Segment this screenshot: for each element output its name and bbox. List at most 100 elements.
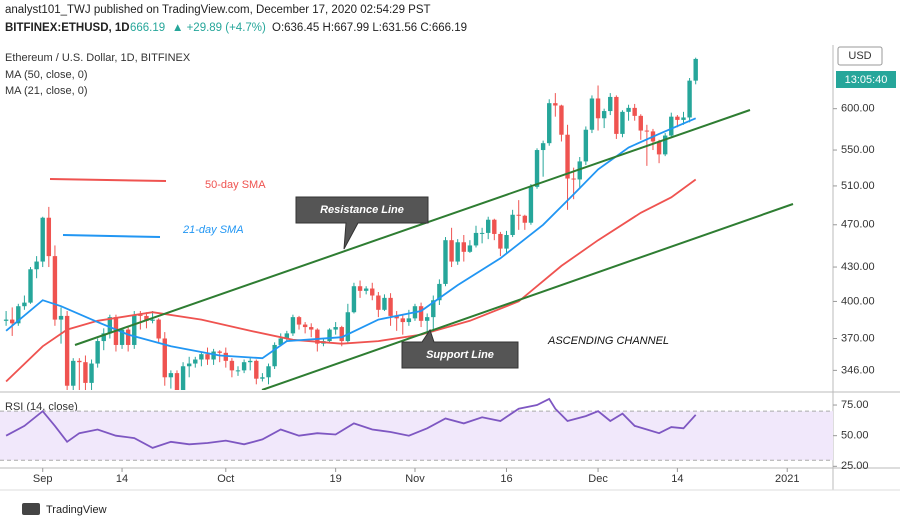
candle-body <box>95 341 100 364</box>
candle-body <box>492 219 497 234</box>
rsi-panel <box>0 397 833 461</box>
candle-body <box>528 186 534 223</box>
candle-body <box>132 314 137 345</box>
candle-body <box>241 362 247 371</box>
candle-body <box>571 178 576 180</box>
x-tick-label: Sep <box>33 473 53 485</box>
rsi-band <box>0 411 833 461</box>
candle-body <box>315 329 320 344</box>
candle-body <box>406 318 412 323</box>
candle-body <box>522 215 528 223</box>
candle-body <box>394 315 399 319</box>
candle-body <box>119 329 125 345</box>
candle-body <box>553 103 558 106</box>
logo <box>22 503 40 515</box>
candle-body <box>583 129 589 162</box>
candle-body <box>22 302 27 307</box>
candle-body <box>534 150 540 187</box>
candle-body <box>309 327 314 330</box>
candle-body <box>662 135 668 155</box>
candle-body <box>608 96 613 112</box>
candle-body <box>370 288 375 296</box>
candle-body <box>431 300 436 318</box>
candle-body <box>504 234 509 249</box>
candle-body <box>614 96 619 134</box>
sma21-label: 21-day SMA <box>182 224 244 236</box>
x-tick-label: 19 <box>330 473 342 485</box>
candle-body <box>168 373 174 378</box>
price-panel <box>3 57 698 390</box>
sma50-marker <box>49 178 167 182</box>
ohlc: O:636.45 H:667.99 L:631.56 C:666.19 <box>272 22 467 34</box>
candle-body <box>559 105 564 135</box>
candle-body <box>150 319 155 321</box>
candle-body <box>71 360 76 386</box>
rsi-y-tick-label: 25.00 <box>841 460 869 472</box>
candle-body <box>193 359 198 364</box>
y-tick-label: 370.00 <box>841 332 875 344</box>
candle-body <box>34 261 39 270</box>
candle-body <box>669 116 674 136</box>
candle-body <box>162 338 167 378</box>
candle-body <box>516 214 521 216</box>
candle-body <box>589 98 595 130</box>
candle-body <box>174 373 180 390</box>
candle-body <box>10 319 15 324</box>
candle-body <box>107 317 113 334</box>
candle-body <box>632 107 637 116</box>
support-line <box>261 203 794 390</box>
candle-body <box>656 141 662 155</box>
candle-body <box>333 327 338 330</box>
x-tick-label: 14 <box>116 473 128 485</box>
x-tick-label: 14 <box>671 473 683 485</box>
candle-body <box>144 315 149 321</box>
resistance-label: Resistance Line <box>320 204 404 216</box>
publisher: analyst101_TWJ published on TradingView.… <box>5 4 431 16</box>
candle-body <box>58 315 64 320</box>
candle-body <box>223 352 228 361</box>
candle-body <box>693 58 698 81</box>
y-tick-label: 510.00 <box>841 180 875 192</box>
symbol: BITFINEX:ETHUSD, 1D <box>5 22 130 34</box>
candle-body <box>510 214 515 235</box>
candle-body <box>254 360 259 379</box>
candle-body <box>217 351 222 353</box>
candle-body <box>156 319 161 339</box>
candle-body <box>205 354 210 360</box>
support-callout <box>401 328 519 369</box>
candle-body <box>77 360 82 363</box>
rsi-legend: RSI (14, close) <box>5 401 78 413</box>
rsi-y-tick-label: 50.00 <box>841 430 869 442</box>
candle-body <box>681 117 686 120</box>
candle-body <box>595 98 601 119</box>
x-tick-label: 16 <box>500 473 512 485</box>
sma21-marker <box>62 234 161 238</box>
candle-body <box>455 242 460 262</box>
candle-body <box>327 329 332 342</box>
candle-body <box>486 219 491 233</box>
currency-box <box>837 46 883 66</box>
candle-body <box>498 233 503 249</box>
countdown: 13:05:40 <box>845 74 888 86</box>
candle-body <box>199 354 204 360</box>
candle-body <box>437 283 442 301</box>
x-tick-label: Dec <box>588 473 608 485</box>
candle-body <box>675 116 680 120</box>
candle-body <box>376 295 381 310</box>
y-tick-label: 430.00 <box>841 261 875 273</box>
candle-body <box>461 242 466 252</box>
candle-body <box>211 351 216 360</box>
y-tick-label: 600.00 <box>841 103 875 115</box>
candle-body <box>229 360 235 371</box>
footer: TradingView <box>46 504 107 516</box>
candle-body <box>473 232 479 246</box>
candle-body <box>400 318 405 323</box>
candle-body <box>52 256 58 320</box>
candle-body <box>351 286 357 313</box>
candle-body <box>644 130 650 132</box>
x-tick-label: 2021 <box>775 473 799 485</box>
candle-body <box>278 338 283 345</box>
ma21-legend: MA (21, close, 0) <box>5 85 88 97</box>
